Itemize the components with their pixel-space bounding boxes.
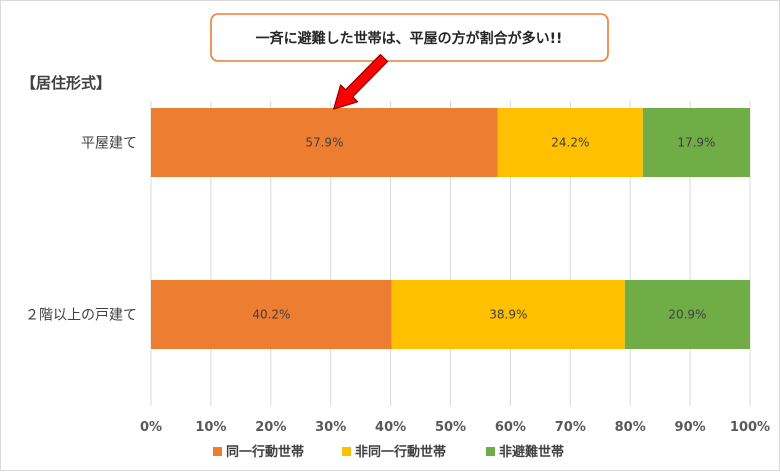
bar-segment (151, 280, 392, 349)
bar-segment (497, 108, 643, 177)
x-tick-label: 20% (255, 420, 286, 435)
x-tick-label: 30% (315, 420, 346, 435)
data-label: 24.2% (551, 136, 589, 150)
data-label: 40.2% (252, 308, 290, 322)
callout-text: 一斉に避難した世帯は、平屋の方が割合が多い!! (256, 30, 563, 47)
x-tick-label: 70% (555, 420, 586, 435)
legend-label: 非同一行動世帯 (355, 444, 446, 460)
bar-segment (151, 108, 498, 177)
legend-label: 非避難世帯 (499, 444, 564, 460)
data-label: 38.9% (489, 308, 527, 322)
data-labels: 57.9% 24.2% 17.9% 40.2% 38.9% 20.9% (252, 136, 715, 322)
x-tick-label: 0% (140, 420, 162, 435)
category-label: 平屋建て (81, 136, 137, 152)
data-label: 17.9% (677, 136, 715, 150)
bars (151, 108, 750, 349)
bar-segment (624, 280, 750, 349)
legend-swatch (486, 447, 495, 456)
data-label: 20.9% (668, 308, 706, 322)
category-label: ２階以上の戸建て (25, 308, 137, 324)
x-tick-label: 40% (375, 420, 406, 435)
x-tick-label: 90% (675, 420, 706, 435)
x-tick-label: 80% (615, 420, 646, 435)
bar-segment (391, 280, 625, 349)
legend-label: 同一行動世帯 (226, 444, 304, 460)
legend-swatch (213, 447, 222, 456)
x-tick-label: 10% (195, 420, 226, 435)
x-tick-label: 60% (495, 420, 526, 435)
x-tick-label: 100% (730, 420, 770, 435)
arrow-icon (333, 53, 389, 110)
legend: 同一行動世帯 非同一行動世帯 非避難世帯 (213, 444, 564, 460)
x-tick-label: 50% (435, 420, 466, 435)
legend-swatch (342, 447, 351, 456)
data-label: 57.9% (305, 136, 343, 150)
callout-box (210, 13, 609, 62)
axis-labels: 0% 10% 20% 30% 40% 50% 60% 70% 80% 90% 100% 平屋建て ２階以… (25, 136, 770, 436)
section-title: 【居住形式】 (21, 74, 111, 92)
callout: 一斉に避難した世帯は、平屋の方が割合が多い!! (210, 13, 609, 110)
bar-segment (642, 108, 750, 177)
